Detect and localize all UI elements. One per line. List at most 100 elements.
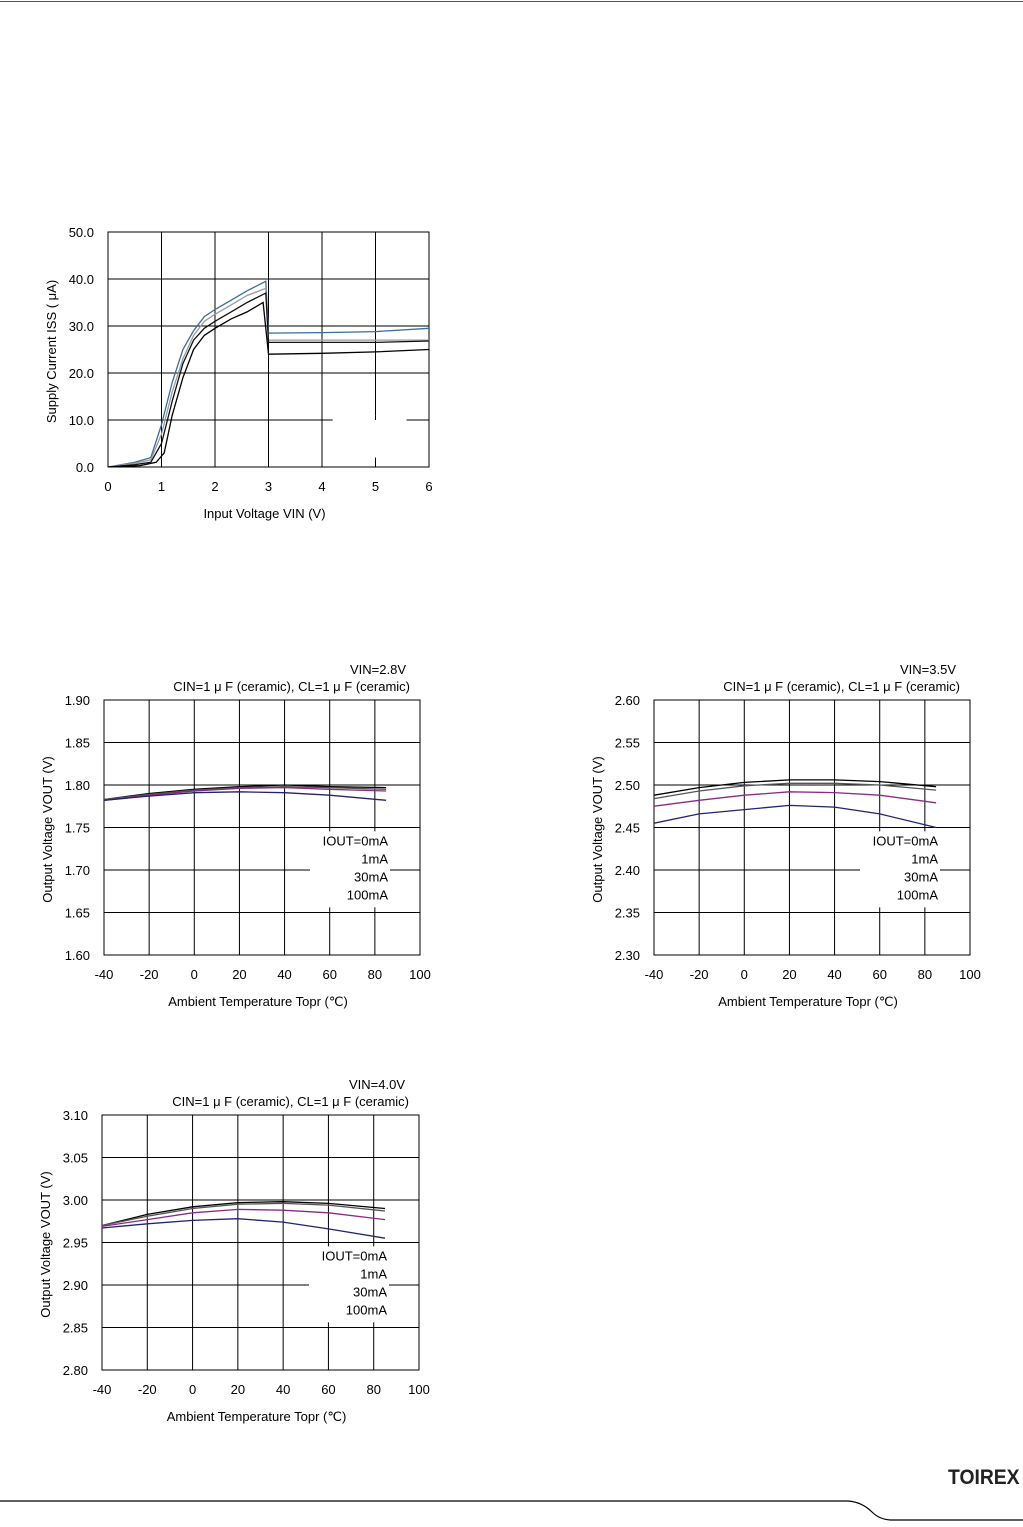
x-tick-label: -20 [138, 1382, 157, 1397]
y-tick-label: 1.65 [65, 906, 90, 921]
x-tick-label: 80 [366, 1382, 380, 1397]
y-tick-label: 1.70 [65, 863, 90, 878]
x-tick-label: 40 [276, 1382, 290, 1397]
y-axis-label: Output Voltage VOUT (V) [590, 756, 605, 902]
x-axis-label: Ambient Temperature Topr (℃) [718, 994, 898, 1009]
y-tick-label: 1.90 [65, 693, 90, 708]
x-axis-label: Ambient Temperature Topr (℃) [167, 1409, 347, 1424]
x-tick-label: -40 [95, 967, 114, 982]
x-axis-label: Ambient Temperature Topr (℃) [168, 994, 348, 1009]
series-line-2 [102, 1208, 386, 1228]
chart-subtitle: CIN=1 μ F (ceramic), CL=1 μ F (ceramic) [723, 679, 960, 694]
plot-frame [653, 699, 971, 956]
chart-subtitle: CIN=1 μ F (ceramic), CL=1 μ F (ceramic) [173, 679, 410, 694]
legend-blank-area [332, 415, 407, 463]
x-tick-label: 80 [368, 967, 382, 982]
y-tick-label: 2.30 [615, 948, 640, 963]
x-tick-label: -20 [140, 967, 159, 982]
legend-entry: 1mA [911, 851, 938, 866]
y-tick-label: 50.0 [69, 225, 94, 240]
series-line-3 [102, 1218, 386, 1239]
chart-subtitle: CIN=1 μ F (ceramic), CL=1 μ F (ceramic) [172, 1094, 409, 1109]
x-tick-label: -40 [645, 967, 664, 982]
brand-logo: TOIREX [948, 1466, 1020, 1489]
legend-entry: IOUT=0mA [323, 833, 389, 848]
y-tick-label: 2.35 [615, 906, 640, 921]
y-tick-label: 2.40 [615, 863, 640, 878]
legend-entry: 1mA [361, 851, 388, 866]
footer-line [0, 1500, 1023, 1521]
y-tick-label: 2.45 [615, 821, 640, 836]
y-tick-label: 3.05 [63, 1151, 88, 1166]
y-tick-label: 3.10 [63, 1108, 88, 1123]
series-line-1 [104, 786, 387, 801]
legend-entry: 100mA [346, 1302, 388, 1317]
x-tick-label: 6 [425, 479, 432, 494]
x-axis-label: Input Voltage VIN (V) [203, 506, 325, 521]
x-tick-label: 40 [827, 967, 841, 982]
y-tick-label: 2.80 [63, 1363, 88, 1378]
x-tick-label: -40 [93, 1382, 112, 1397]
grid [654, 700, 970, 955]
y-tick-label: 2.50 [615, 778, 640, 793]
series-group [102, 1201, 386, 1239]
vout-temp-chart-vin-3-5: VIN=3.5V CIN=1 μ F (ceramic), CL=1 μ F (c… [590, 662, 981, 1009]
x-tick-label: 0 [741, 967, 748, 982]
series-line-3 [104, 791, 387, 801]
series-line-1 [108, 287, 429, 467]
top-rule [0, 1, 1023, 2]
x-tick-label: 60 [322, 967, 336, 982]
y-tick-label: 1.60 [65, 948, 90, 963]
plot-frame [103, 699, 421, 956]
y-axis-label: Supply Current ISS ( μA) [44, 280, 59, 423]
chart-title: VIN=2.8V [350, 662, 406, 677]
legend-entry: IOUT=0mA [873, 833, 939, 848]
y-axis-label: Output Voltage VOUT (V) [40, 756, 55, 902]
plot-frame [101, 1114, 420, 1371]
grid [102, 1115, 419, 1370]
x-tick-label: 100 [408, 1382, 430, 1397]
legend-entry: IOUT=0mA [322, 1248, 388, 1263]
x-tick-label: 80 [918, 967, 932, 982]
x-tick-label: 20 [782, 967, 796, 982]
legend-entry: 100mA [347, 887, 389, 902]
y-axis-label: Output Voltage VOUT (V) [38, 1171, 53, 1317]
x-tick-label: 1 [158, 479, 165, 494]
series-group [104, 784, 387, 801]
x-tick-label: -20 [690, 967, 709, 982]
series-line-2 [104, 786, 387, 801]
x-tick-label: 0 [191, 967, 198, 982]
supply-current-chart: 0 1 2 3 4 5 6 0.0 10.0 20.0 30.0 40.0 50.0 Input Volt… [44, 225, 433, 521]
vout-temp-chart-vin-4-0: VIN=4.0V CIN=1 μ F (ceramic), CL=1 μ F (c… [38, 1077, 430, 1424]
chart-title: VIN=4.0V [349, 1077, 405, 1092]
y-tick-label: 0.0 [76, 460, 94, 475]
series-line-2 [654, 791, 937, 807]
series-group [108, 280, 429, 467]
series-line-1 [654, 782, 937, 800]
x-tick-label: 20 [232, 967, 246, 982]
y-tick-label: 1.75 [65, 821, 90, 836]
series-line-3 [108, 301, 429, 467]
legend-background [860, 831, 940, 908]
x-tick-label: 0 [104, 479, 111, 494]
x-tick-label: 60 [872, 967, 886, 982]
y-tick-label: 2.60 [615, 693, 640, 708]
x-tick-label: 40 [277, 967, 291, 982]
y-tick-label: 2.90 [63, 1278, 88, 1293]
series-line-3 [654, 804, 937, 829]
series-line-2 [108, 292, 429, 467]
y-tick-label: 10.0 [69, 413, 94, 428]
legend-entry: 100mA [897, 887, 939, 902]
legend-entry: 30mA [354, 869, 388, 884]
x-tick-label: 60 [321, 1382, 335, 1397]
vout-temp-chart-vin-2-8: VIN=2.8V CIN=1 μ F (ceramic), CL=1 μ F (c… [40, 662, 431, 1009]
y-tick-label: 2.55 [615, 736, 640, 751]
series-line-0 [654, 779, 937, 796]
y-tick-label: 30.0 [69, 319, 94, 334]
series-line-1 [102, 1202, 386, 1227]
x-tick-label: 20 [231, 1382, 245, 1397]
x-tick-label: 5 [372, 479, 379, 494]
legend-entry: 1mA [360, 1266, 387, 1281]
legend-background [309, 1246, 389, 1323]
grid [104, 700, 420, 955]
